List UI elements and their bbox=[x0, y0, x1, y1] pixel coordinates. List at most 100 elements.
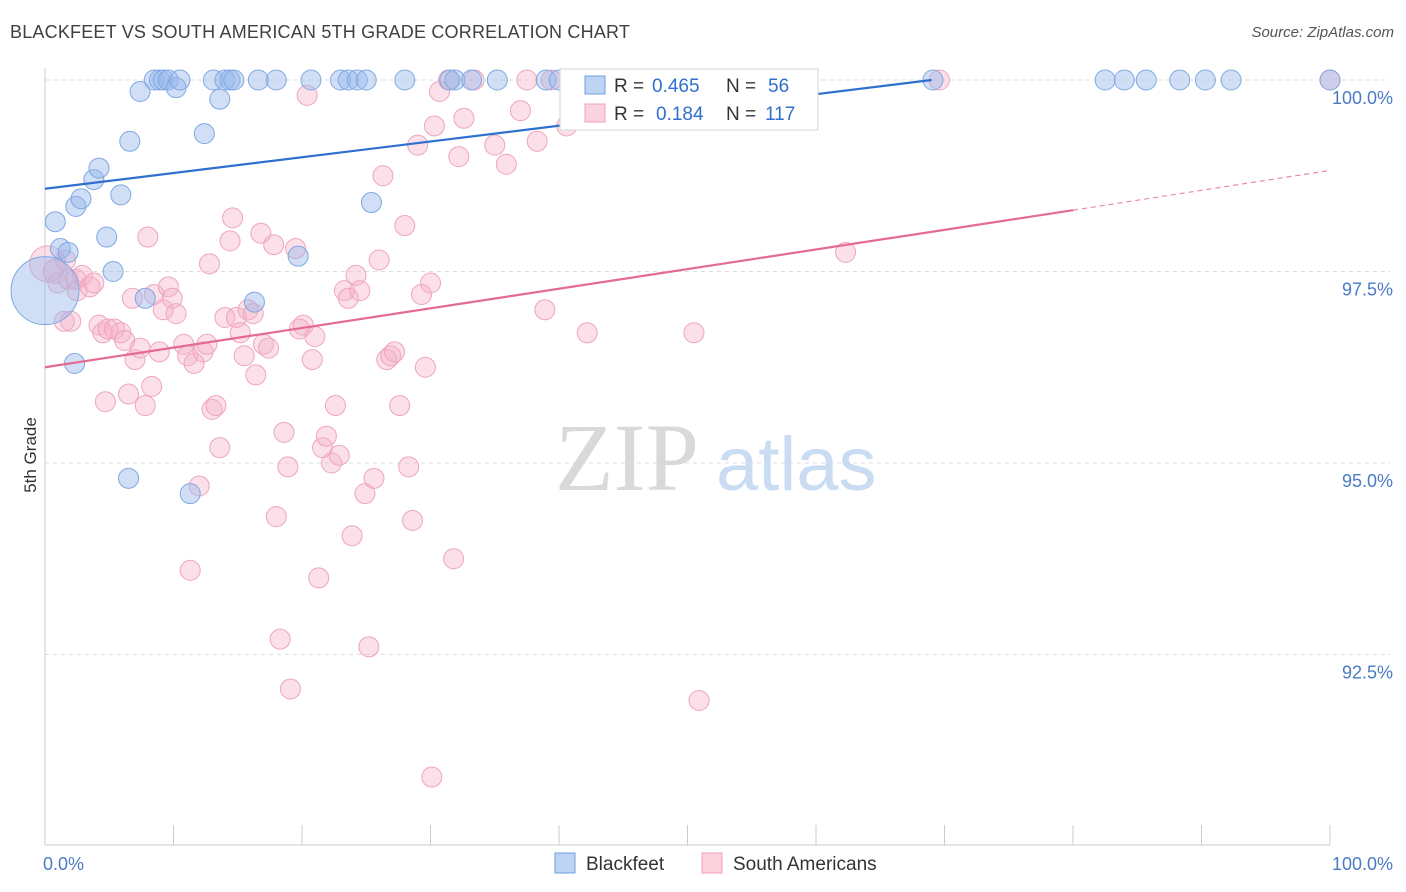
blackfeet-point-22 bbox=[179, 483, 201, 505]
south-american-point-114 bbox=[688, 689, 710, 711]
source-credit: Source: ZipAtlas.com bbox=[1251, 24, 1394, 41]
south-american-point-87 bbox=[394, 215, 416, 237]
south-american-point-11 bbox=[83, 272, 105, 294]
x-tick-label-0: 0.0% bbox=[43, 854, 84, 874]
blackfeet-point-10 bbox=[102, 261, 124, 282]
south-american-point-57 bbox=[269, 628, 291, 650]
south-american-point-77 bbox=[349, 280, 371, 302]
south-american-point-88 bbox=[398, 456, 420, 478]
south-american-point-92 bbox=[414, 356, 436, 378]
blackfeet-point-18 bbox=[152, 69, 174, 91]
south-american-point-63 bbox=[292, 314, 314, 336]
stats-swatch-south bbox=[584, 103, 606, 123]
south-american-point-39 bbox=[198, 253, 220, 275]
south-american-point-111 bbox=[576, 322, 598, 344]
south-american-point-81 bbox=[368, 249, 390, 271]
stats-r-label-blackfeet: R = bbox=[614, 76, 644, 97]
blackfeet-point-51 bbox=[1094, 69, 1116, 91]
south-american-point-47 bbox=[229, 322, 251, 344]
south-american-point-22 bbox=[129, 337, 151, 359]
south-american-point-48 bbox=[233, 345, 255, 367]
south-american-point-18 bbox=[114, 329, 136, 351]
watermark: ZIP atlas bbox=[555, 404, 877, 511]
south-american-point-82 bbox=[372, 165, 394, 187]
south-american-point-44 bbox=[219, 230, 241, 252]
legend-swatch-blackfeet bbox=[554, 852, 576, 874]
south-american-point-102 bbox=[484, 134, 506, 156]
blackfeet-point-29 bbox=[243, 291, 265, 313]
south-american-point-34 bbox=[179, 559, 201, 581]
south-american-point-54 bbox=[258, 337, 280, 359]
blackfeet-point-32 bbox=[287, 245, 309, 267]
blackfeet-point-55 bbox=[1194, 69, 1216, 91]
south-american-point-23 bbox=[134, 395, 156, 417]
y-axis-title: 5th Grade bbox=[21, 417, 40, 493]
south-american-point-25 bbox=[141, 375, 163, 397]
south-american-point-99 bbox=[448, 146, 470, 168]
south-american-point-89 bbox=[402, 509, 424, 531]
y-tick-label-3: 92.5% bbox=[1342, 663, 1393, 683]
blackfeet-point-44 bbox=[535, 69, 557, 91]
stats-box: R = 0.465 N = 56 R = 0.184 N = 117 bbox=[559, 68, 819, 131]
south-american-point-106 bbox=[526, 130, 548, 152]
south-american-point-31 bbox=[165, 303, 187, 325]
blackfeet-point-15 bbox=[134, 287, 156, 309]
south-american-point-51 bbox=[245, 364, 267, 386]
stats-n-blackfeet: 56 bbox=[768, 76, 789, 97]
blackfeet-point-57 bbox=[1319, 69, 1341, 91]
blackfeet-point-36 bbox=[346, 69, 368, 91]
south-american-point-86 bbox=[389, 395, 411, 417]
south-american-point-29 bbox=[157, 276, 179, 298]
watermark-zip: ZIP bbox=[555, 404, 699, 511]
south-american-point-56 bbox=[265, 506, 287, 528]
south-american-point-69 bbox=[315, 425, 337, 447]
south-american-point-35 bbox=[183, 352, 205, 374]
south-american-point-72 bbox=[328, 444, 350, 466]
legend: Blackfeet South Americans bbox=[554, 852, 877, 875]
legend-label-blackfeet: Blackfeet bbox=[586, 854, 665, 875]
trend-line-south-americans-extension bbox=[1072, 169, 1331, 211]
legend-label-south: South Americans bbox=[733, 854, 877, 875]
points-south-americans bbox=[29, 69, 1341, 788]
blackfeet-point-56 bbox=[1220, 69, 1242, 91]
south-american-point-60 bbox=[279, 678, 301, 700]
stats-n-south: 117 bbox=[765, 104, 795, 125]
south-american-point-90 bbox=[407, 134, 429, 156]
south-american-point-36 bbox=[188, 475, 210, 497]
y-tick-label-0: 100.0% bbox=[1332, 88, 1393, 108]
y-tick-label-2: 95.0% bbox=[1342, 471, 1393, 491]
south-american-point-74 bbox=[337, 287, 359, 309]
south-american-point-14 bbox=[94, 391, 116, 413]
south-american-point-105 bbox=[516, 69, 538, 91]
blackfeet-point-21 bbox=[169, 69, 191, 91]
south-american-point-55 bbox=[263, 234, 285, 256]
blackfeet-point-6 bbox=[70, 188, 92, 210]
south-american-point-19 bbox=[118, 383, 140, 405]
blackfeet-point-8 bbox=[88, 157, 110, 179]
south-american-point-65 bbox=[301, 349, 323, 371]
x-tick-label-1: 100.0% bbox=[1332, 854, 1393, 874]
blackfeet-point-39 bbox=[394, 69, 416, 91]
south-american-point-75 bbox=[341, 525, 363, 547]
blackfeet-point-35 bbox=[337, 69, 359, 91]
blackfeet-point-7 bbox=[83, 169, 105, 191]
south-american-point-20 bbox=[121, 287, 143, 309]
blackfeet-point-33 bbox=[300, 69, 322, 91]
blackfeet-point-42 bbox=[461, 69, 483, 91]
blackfeet-point-52 bbox=[1113, 69, 1135, 91]
legend-swatch-south bbox=[701, 852, 723, 874]
south-american-point-83 bbox=[376, 349, 398, 371]
south-american-point-115 bbox=[835, 241, 857, 263]
blackfeet-point-12 bbox=[118, 467, 140, 489]
south-american-point-7 bbox=[65, 268, 87, 290]
south-american-point-98 bbox=[443, 548, 465, 570]
blackfeet-point-0 bbox=[10, 256, 80, 326]
south-american-point-61 bbox=[285, 238, 307, 260]
south-american-point-85 bbox=[384, 341, 406, 363]
blackfeet-point-31 bbox=[265, 69, 287, 91]
south-american-point-96 bbox=[421, 766, 443, 788]
stats-r-label-south: R = bbox=[614, 104, 644, 125]
blackfeet-point-14 bbox=[129, 80, 151, 102]
watermark-atlas: atlas bbox=[716, 422, 877, 507]
